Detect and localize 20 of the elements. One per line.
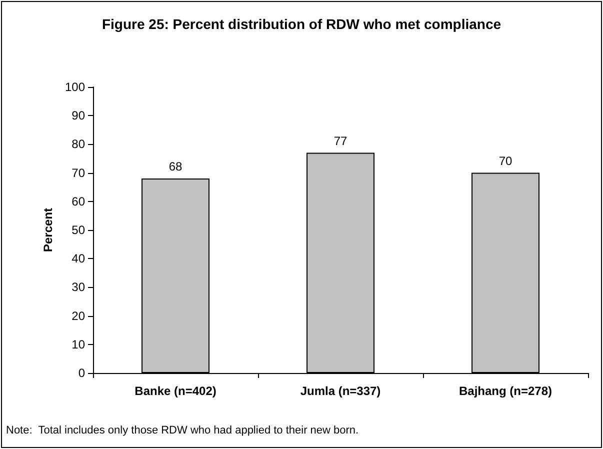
x-tick-label: Bajhang (n=278) [458, 384, 552, 398]
y-tick-label: 50 [72, 223, 86, 237]
y-tick-label: 90 [72, 108, 86, 123]
chart-title: Figure 25: Percent distribution of RDW who met compliance [102, 16, 502, 32]
y-tick-label: 80 [72, 137, 86, 152]
y-axis-title: Percent [41, 208, 56, 252]
y-tick-label: 30 [72, 280, 86, 294]
x-tick-label: Banke (n=402) [134, 384, 216, 398]
y-tick-label: 70 [72, 166, 86, 180]
y-tick-label: 20 [72, 308, 86, 323]
data-label: 77 [334, 134, 348, 148]
y-tick-label: 10 [72, 337, 86, 352]
data-label: 70 [498, 154, 512, 168]
text: Note: Total includes only those RDW who had applied to their new born. [6, 424, 359, 436]
x-tick-label: Jumla (n=337) [300, 384, 381, 398]
y-tick-label: 0 [78, 366, 86, 380]
y-tick-label: 60 [72, 194, 86, 208]
y-tick-label: 40 [72, 252, 86, 266]
y-tick-label: 100 [64, 80, 86, 94]
data-label: 68 [168, 160, 182, 174]
